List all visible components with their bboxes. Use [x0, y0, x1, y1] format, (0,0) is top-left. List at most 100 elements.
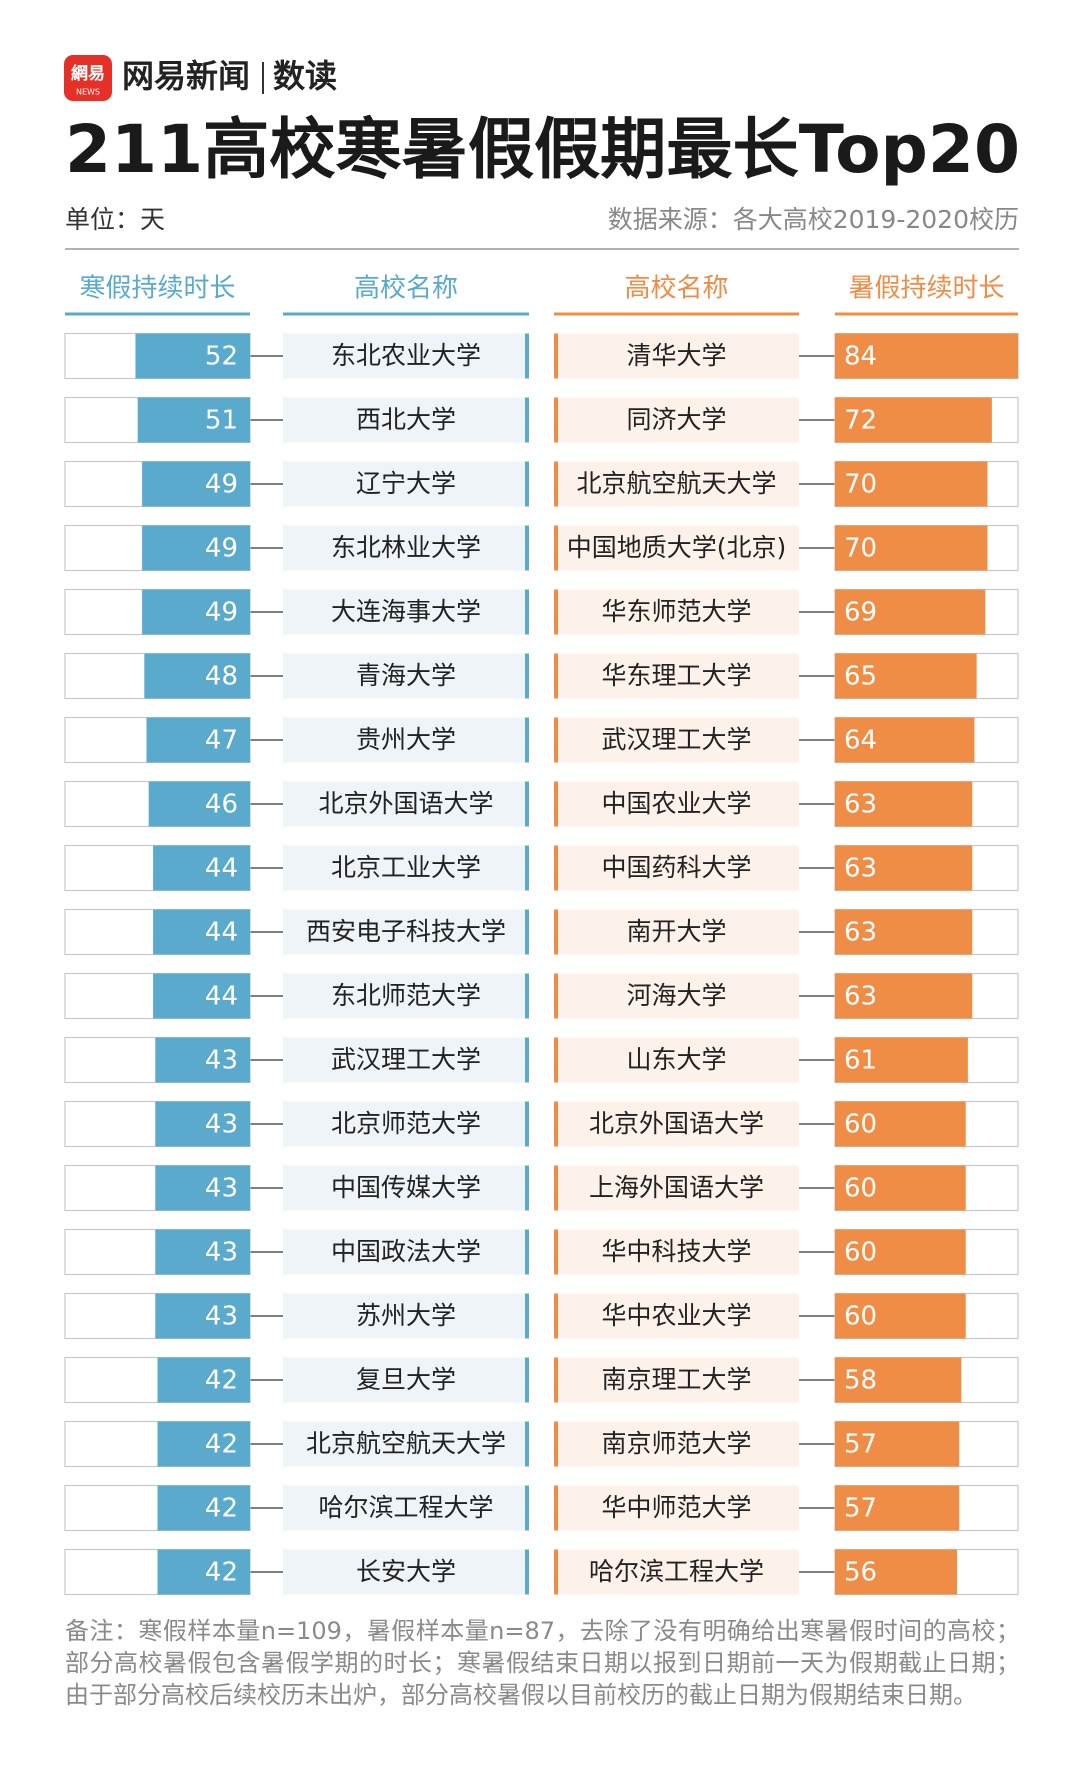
bar: [835, 653, 977, 699]
name-edge: [554, 1229, 558, 1275]
name-edge: [525, 589, 529, 635]
category-label: 东北师范大学: [331, 981, 481, 1010]
name-edge: [525, 973, 529, 1019]
name-edge: [525, 1357, 529, 1403]
name-edge: [525, 333, 529, 379]
category-label: 大连海事大学: [331, 597, 481, 626]
name-edge: [554, 397, 558, 443]
name-edge: [554, 1165, 558, 1211]
value-label: 63: [844, 790, 877, 820]
bar: [153, 845, 250, 891]
category-label: 北京航空航天大学: [576, 469, 776, 498]
category-label: 西安电子科技大学: [306, 917, 506, 946]
value-header: 暑假持续时长: [848, 274, 1004, 304]
category-label: 华中科技大学: [601, 1237, 751, 1266]
name-box: [554, 589, 799, 635]
value-label: 44: [205, 854, 238, 884]
category-label: 西北大学: [356, 405, 456, 434]
value-label: 60: [844, 1110, 877, 1140]
bar: [835, 1549, 957, 1595]
name-edge: [525, 909, 529, 955]
value-label: 43: [205, 1174, 238, 1204]
name-edge: [554, 1421, 558, 1467]
category-label: 北京师范大学: [331, 1109, 481, 1138]
bar: [157, 1421, 250, 1467]
value-label: 49: [205, 598, 238, 628]
name-box: [554, 845, 799, 891]
bar: [835, 333, 1018, 379]
bar: [835, 525, 988, 571]
name-edge: [525, 717, 529, 763]
value-label: 70: [844, 470, 877, 500]
name-box: [283, 461, 529, 507]
category-label: 东北林业大学: [331, 533, 481, 562]
note: 备注：寒假样本量n=109，暑假样本量n=87，去除了没有明确给出寒暑假时间的高…: [65, 1617, 1020, 1709]
name-box: [283, 653, 529, 699]
logo-box: [64, 55, 112, 101]
name-box: [283, 1037, 529, 1083]
value-label: 63: [844, 854, 877, 884]
category-label: 北京外国语大学: [318, 789, 493, 818]
title: 211高校寒暑假假期最长Top20: [65, 111, 1020, 188]
value-label: 57: [844, 1494, 877, 1524]
name-box: [283, 333, 529, 379]
name-box: [283, 1485, 529, 1531]
category-label: 北京航空航天大学: [306, 1429, 506, 1458]
name-edge: [554, 1549, 558, 1595]
category-label: 武汉理工大学: [331, 1045, 481, 1074]
category-label: 南京理工大学: [601, 1365, 751, 1394]
name-box: [554, 1037, 799, 1083]
value-label: 47: [205, 726, 238, 756]
category-label: 河海大学: [626, 981, 726, 1010]
name-edge: [525, 1549, 529, 1595]
bar: [835, 1229, 966, 1275]
bar: [835, 1421, 960, 1467]
category-label: 哈尔滨工程大学: [318, 1493, 493, 1522]
value-label: 42: [205, 1366, 238, 1396]
name-box: [554, 1165, 799, 1211]
value-label: 64: [844, 726, 877, 756]
value-label: 60: [844, 1238, 877, 1268]
value-label: 44: [205, 982, 238, 1012]
name-box: [554, 1101, 799, 1147]
name-edge: [525, 845, 529, 891]
category-label: 上海外国语大学: [589, 1173, 764, 1202]
name-box: [554, 653, 799, 699]
category-label: 山东大学: [626, 1045, 726, 1074]
source: 数据来源：各大高校2019-2020校历: [608, 205, 1019, 234]
bar: [835, 909, 973, 955]
name-edge: [554, 333, 558, 379]
name-edge: [525, 397, 529, 443]
name-edge: [525, 525, 529, 571]
name-box: [283, 1165, 529, 1211]
category-label: 北京工业大学: [331, 853, 481, 882]
category-label: 清华大学: [626, 341, 726, 370]
category-header: 高校名称: [354, 274, 458, 304]
bar: [835, 461, 988, 507]
category-label: 东北农业大学: [331, 341, 481, 370]
name-box: [283, 845, 529, 891]
value-label: 43: [205, 1302, 238, 1332]
value-label: 52: [205, 342, 238, 372]
name-box: [283, 1101, 529, 1147]
bar: [835, 589, 986, 635]
category-header: 高校名称: [624, 274, 728, 304]
name-edge: [554, 973, 558, 1019]
name-edge: [525, 1101, 529, 1147]
name-box: [283, 973, 529, 1019]
name-box: [554, 525, 799, 571]
bar: [155, 1293, 250, 1339]
bar: [835, 1293, 966, 1339]
name-box: [283, 589, 529, 635]
category-label: 贵州大学: [356, 725, 456, 754]
bar: [835, 1357, 962, 1403]
bar: [146, 717, 250, 763]
bar: [155, 1229, 250, 1275]
value-label: 56: [844, 1558, 877, 1588]
category-label: 青海大学: [356, 661, 456, 690]
name-edge: [525, 1485, 529, 1531]
category-label: 哈尔滨工程大学: [589, 1557, 764, 1586]
name-box: [554, 781, 799, 827]
name-edge: [525, 461, 529, 507]
name-box: [554, 461, 799, 507]
